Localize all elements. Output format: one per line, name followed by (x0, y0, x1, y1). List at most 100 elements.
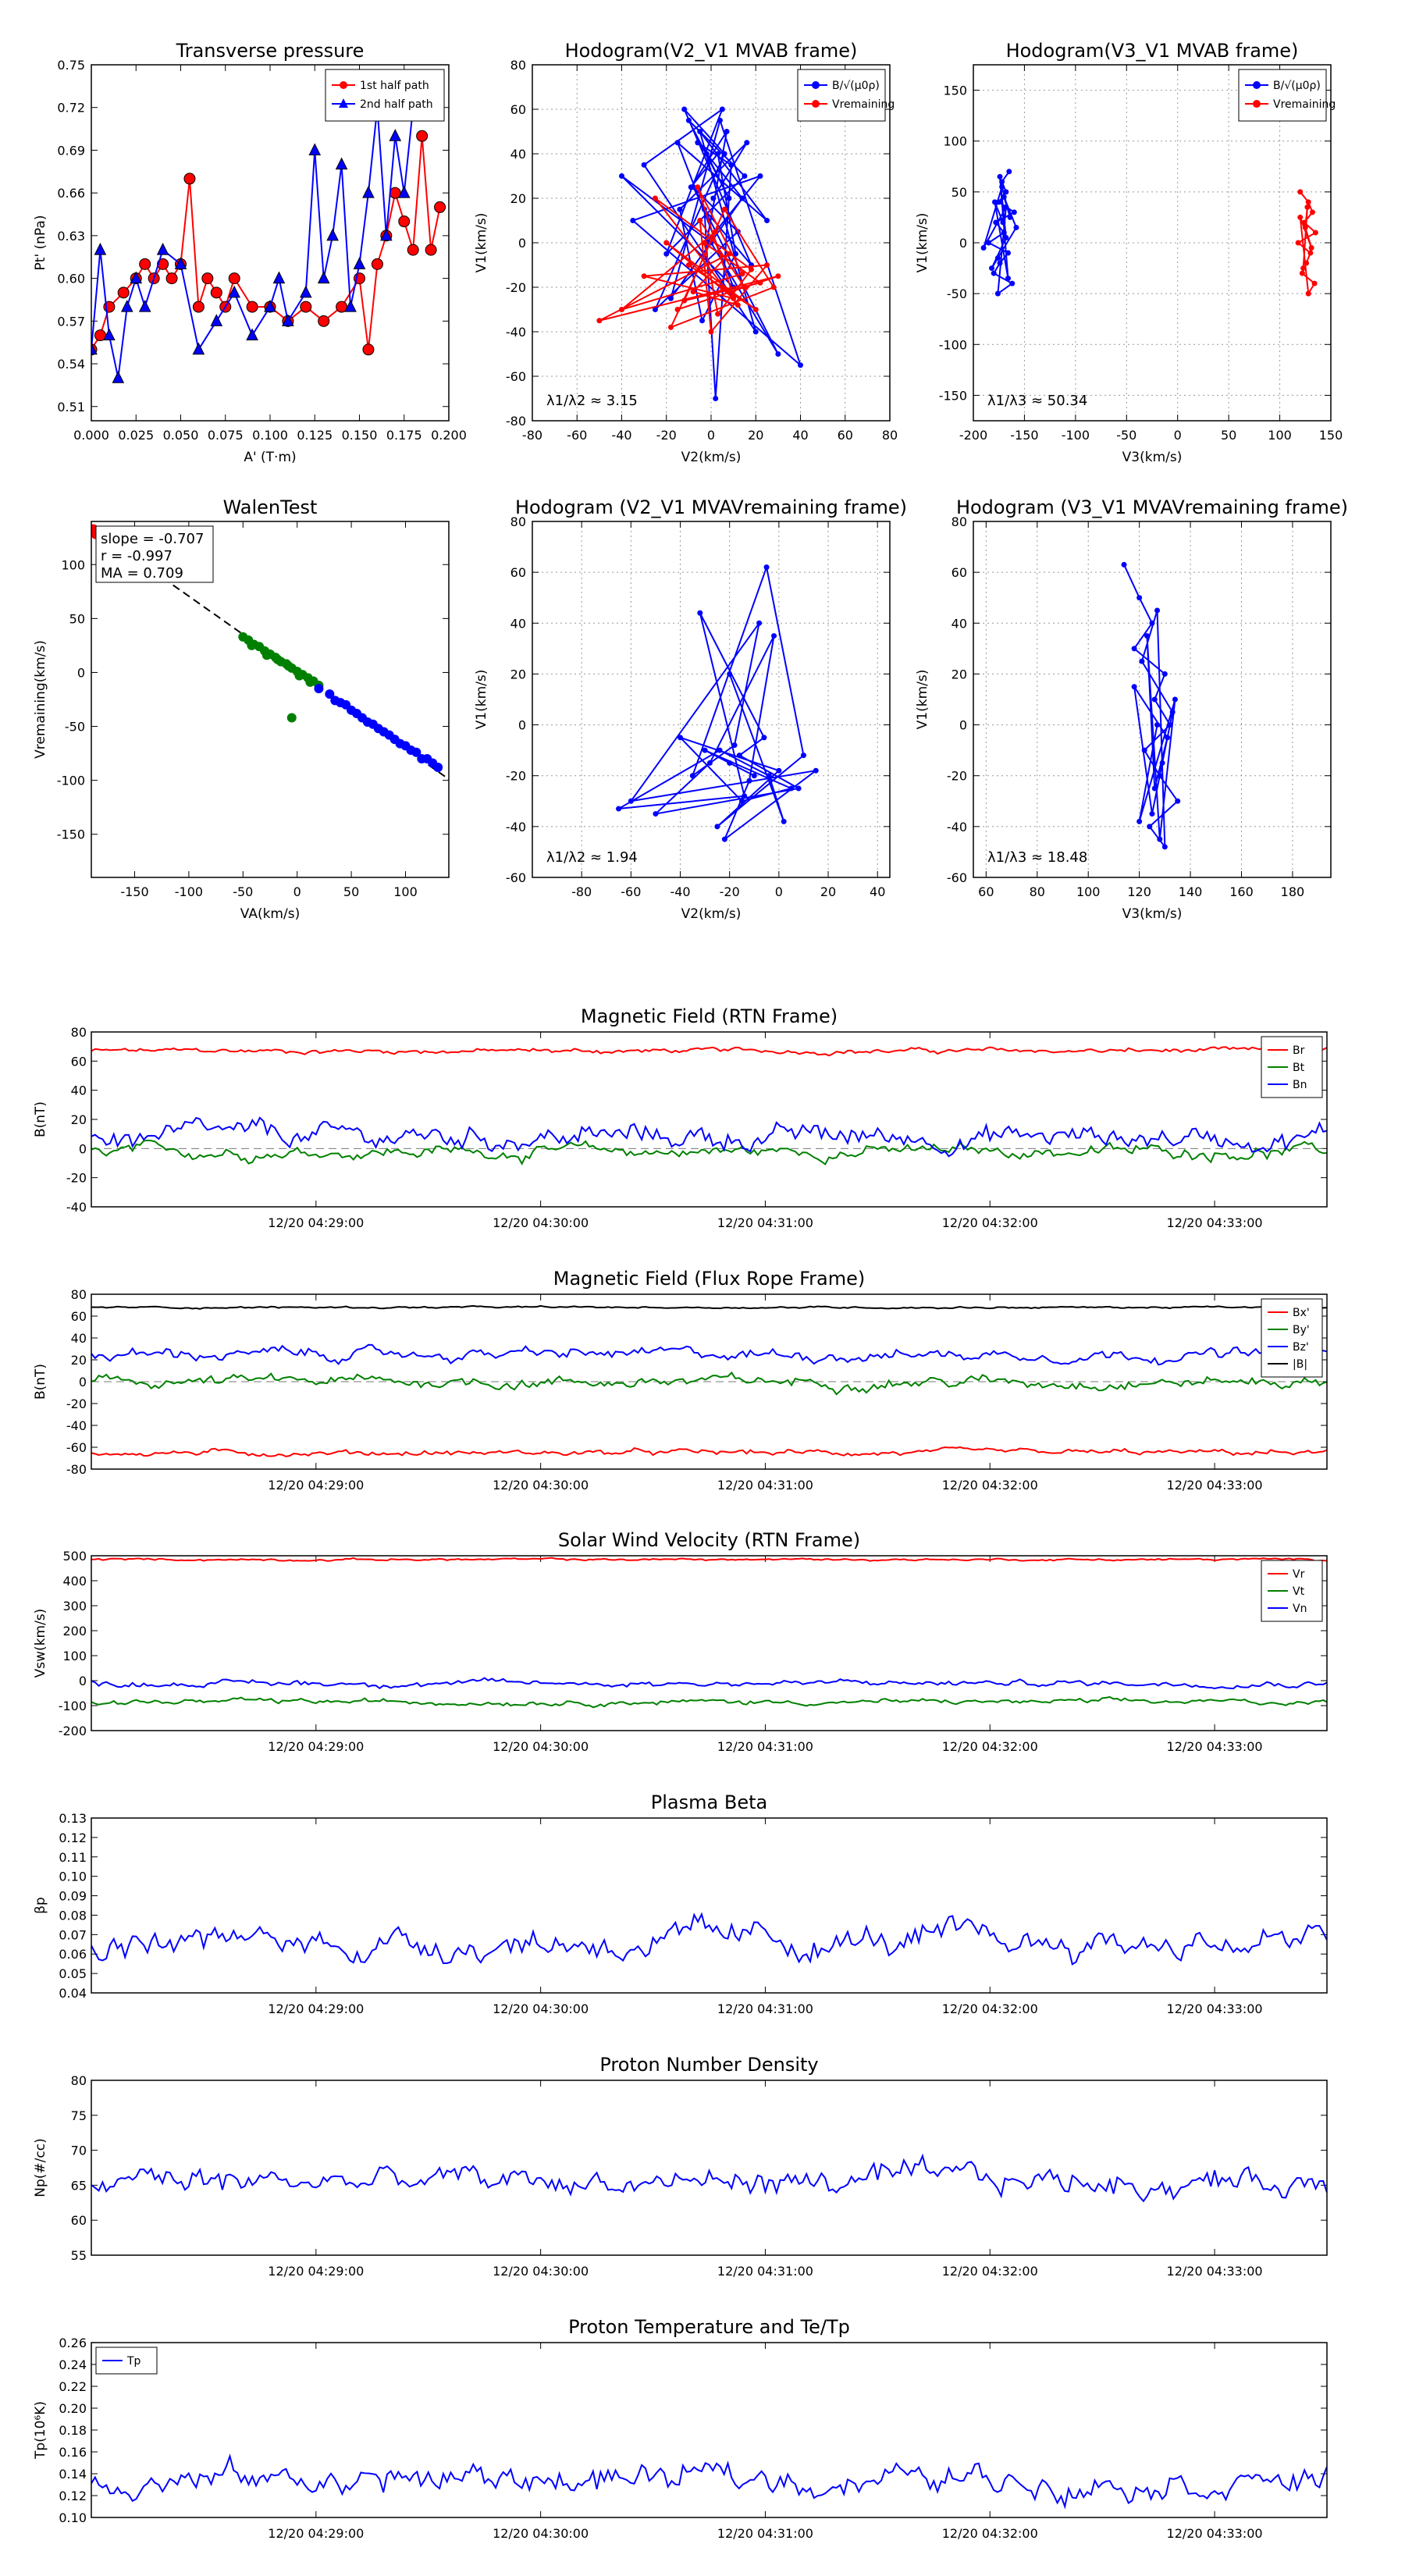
y-tick-label: 100 (61, 557, 85, 572)
data-point (174, 257, 187, 269)
data-point (628, 798, 634, 804)
data-point (94, 243, 107, 255)
data-point (702, 747, 708, 753)
data-point (352, 708, 362, 718)
series-b-0- (619, 106, 803, 401)
data-point (677, 206, 683, 212)
y-tick-label: 0.14 (59, 2467, 87, 2482)
legend-label: Bt (1293, 1062, 1305, 1074)
x-tick-label: 50 (1221, 428, 1236, 443)
data-point (362, 717, 372, 728)
data-point (283, 661, 293, 671)
series-bt (91, 1139, 1327, 1166)
series-br (91, 1046, 1327, 1057)
panel-walen: -150 -100 -50 0 50 100 -150 -100 -50 0 50 100 WalenT… (33, 496, 450, 922)
x-tick-label: -20 (656, 428, 677, 443)
y-tick-label: -80 (66, 1462, 87, 1477)
x-tick-label: 140 (1179, 884, 1203, 899)
x-axis-label: VA(km/s) (240, 906, 300, 922)
x-axis-label: V2(km/s) (681, 906, 742, 922)
x-tick-label: 60 (978, 884, 994, 899)
data-point (999, 183, 1005, 190)
x-tick-label: 180 (1281, 884, 1305, 899)
y-tick-label: 20 (510, 191, 526, 206)
data-point (775, 351, 781, 357)
x-tick-label: 0.075 (208, 428, 244, 443)
data-point (678, 735, 684, 741)
plot-frame (91, 64, 450, 422)
data-point (1311, 280, 1318, 286)
chart-title: Proton Number Density (599, 2054, 818, 2076)
y-tick-label: 20 (71, 1353, 87, 1368)
data-point (781, 818, 787, 824)
y-tick-label: 40 (510, 147, 526, 162)
data-point (667, 324, 674, 330)
data-point (697, 218, 703, 223)
data-point (674, 140, 681, 146)
y-tick-label: 0.18 (59, 2423, 87, 2438)
data-point (1159, 760, 1165, 766)
series-bz- (91, 1343, 1327, 1366)
series--b- (91, 1304, 1327, 1310)
data-point (1309, 209, 1315, 215)
data-point (652, 195, 658, 201)
x-tick-label: 0.175 (386, 428, 422, 443)
x-tick-label: 12/20 04:33:00 (1167, 1478, 1263, 1493)
data-point (1154, 607, 1161, 614)
data-point (353, 257, 366, 269)
data-point (389, 129, 402, 141)
x-tick-label: 0 (775, 884, 783, 899)
data-point (362, 186, 375, 198)
panel-beta: 0.04 0.05 0.06 0.07 0.08 0.09 0.10 0.11 0.12 0.13… (33, 1791, 1328, 2016)
x-tick-label: 12/20 04:30:00 (493, 1739, 589, 1754)
y-tick-label: -80 (506, 414, 526, 429)
y-tick-label: 0.08 (59, 1908, 87, 1923)
data-point (731, 293, 737, 299)
x-tick-label: 0 (707, 428, 715, 443)
y-axis-label: Pt' (nPa) (33, 215, 48, 271)
data-point (406, 745, 416, 755)
x-tick-label: 12/20 04:30:00 (493, 2264, 589, 2279)
data-point (717, 117, 723, 123)
data-point (1144, 633, 1150, 639)
x-tick-label: 12/20 04:31:00 (717, 2264, 813, 2279)
data-point (1301, 219, 1307, 226)
data-point (742, 793, 748, 799)
panel-h4: 60 80 100 120 140 160 180-60-40-20020406080Hod… (915, 496, 1348, 922)
data-point (1000, 219, 1006, 226)
y-tick-label: -60 (66, 1440, 87, 1455)
data-point (757, 173, 763, 179)
data-point (335, 157, 348, 170)
data-point (991, 270, 997, 276)
y-tick-label: 100 (62, 1649, 87, 1663)
y-tick-label: -60 (506, 369, 526, 384)
x-tick-label: 100 (1076, 884, 1101, 899)
data-point (1161, 671, 1168, 677)
data-point (757, 279, 763, 286)
y-tick-label: 40 (71, 1083, 87, 1098)
legend-label: Bn (1293, 1079, 1307, 1091)
annotation: λ1/λ2 ≈ 3.15 (546, 393, 638, 409)
data-point (246, 301, 258, 313)
data-point (697, 610, 703, 616)
data-point (756, 620, 763, 626)
chart-title: Hodogram(V3_V1 MVAB frame) (1006, 40, 1299, 62)
legend-label: Vremaining (1273, 98, 1336, 111)
data-point (986, 240, 992, 246)
x-tick-label: -40 (611, 428, 631, 443)
legend-label: B/√(μ0ρ) (832, 80, 880, 92)
x-tick-label: 12/20 04:33:00 (1167, 2526, 1263, 2541)
data-point (710, 195, 717, 201)
y-tick-label: 80 (951, 514, 967, 529)
y-tick-label: 0.72 (57, 101, 85, 116)
y-tick-label: -50 (65, 720, 85, 735)
panel-vsw: -200 -100 0 100 200 300 400 500 12/20 04:29:00 12… (33, 1529, 1328, 1754)
x-tick-label: 0.200 (431, 428, 467, 443)
data-point (1151, 785, 1158, 792)
legend-label: Vt (1293, 1585, 1305, 1598)
y-tick-label: -60 (506, 870, 526, 885)
series-vremaining (616, 564, 819, 842)
data-point (308, 143, 322, 155)
x-tick-label: 12/20 04:30:00 (493, 2526, 589, 2541)
y-tick-label: 65 (71, 2178, 87, 2193)
